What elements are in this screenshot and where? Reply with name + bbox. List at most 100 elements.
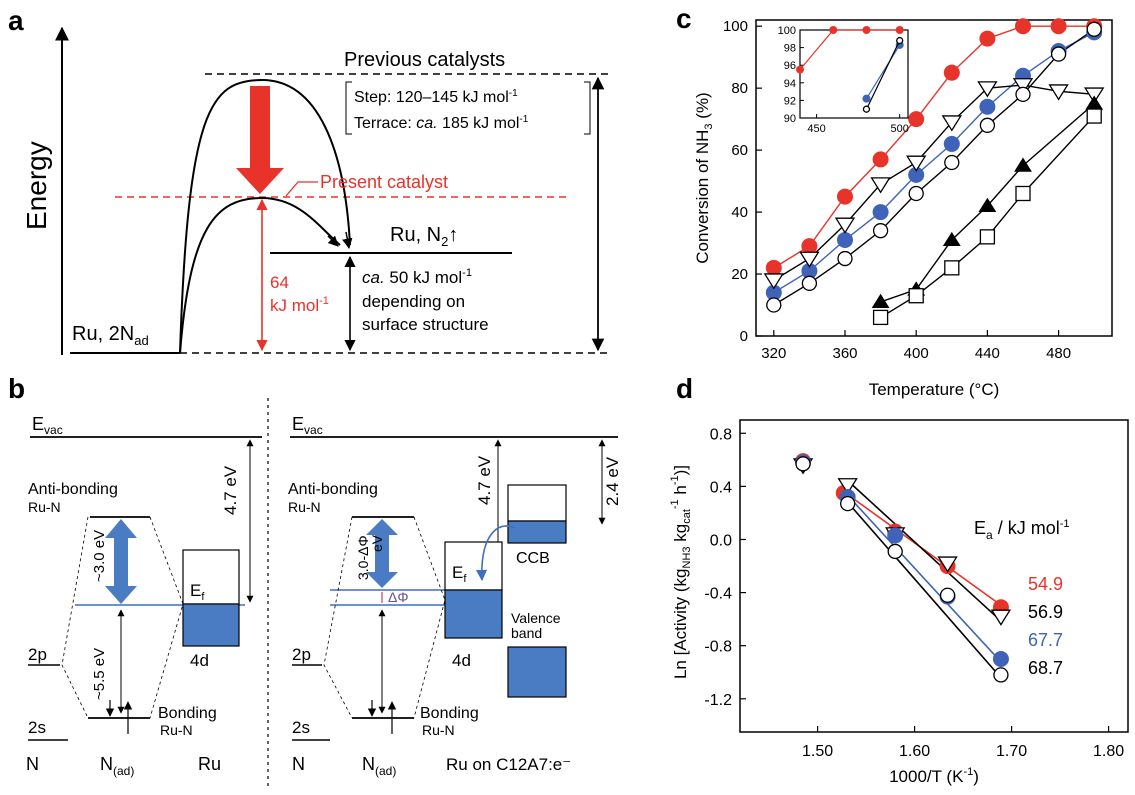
c-point-0-6 bbox=[979, 30, 996, 47]
c-xtick-label: 440 bbox=[975, 345, 1000, 362]
d-point-3-3 bbox=[939, 587, 956, 603]
inset-xtick-label: 450 bbox=[807, 123, 825, 135]
ru-n2-label: Ru, N2↑ bbox=[390, 224, 458, 249]
d-xtick-label: 1.60 bbox=[899, 743, 930, 760]
work-function-left: 4.7 eV bbox=[221, 465, 240, 515]
c-point-1-4 bbox=[908, 166, 925, 183]
d-xtick-label: 1.80 bbox=[1093, 743, 1124, 760]
desorption-line1: ca. 50 kJ mol-1 bbox=[362, 267, 472, 287]
d-fit-line-2 bbox=[846, 493, 1003, 664]
col-n-left: N bbox=[26, 754, 39, 774]
inset-ytick-label: 90 bbox=[784, 113, 796, 125]
d-point-2-4 bbox=[992, 650, 1009, 667]
legend-title: Ea / kJ mol-1 bbox=[974, 518, 1070, 542]
chart-c-ylabel: Conversion of NH3 (%) bbox=[693, 92, 715, 263]
energy-axis-label: Energy bbox=[21, 141, 52, 230]
d-ytick-label: 0.8 bbox=[710, 426, 732, 443]
chart-d-frame bbox=[739, 419, 1129, 733]
inset-series-line-2 bbox=[865, 40, 901, 110]
inset-point-0-0 bbox=[796, 65, 804, 74]
inset-frame bbox=[799, 29, 909, 119]
chart-c-frame bbox=[755, 19, 1113, 337]
d-point-3-2 bbox=[887, 543, 903, 560]
c-point-3-7 bbox=[1015, 86, 1031, 103]
panel-letter-b: b bbox=[8, 373, 25, 404]
c-point-1-6 bbox=[979, 98, 996, 115]
panel-b: b Evac 4.7 eV Anti-bonding Ru-N ~3.0 eV … bbox=[8, 373, 622, 790]
d-point-1-3 bbox=[937, 556, 958, 573]
ru-band-empty-left bbox=[182, 549, 240, 605]
desorption-line2: depending on bbox=[362, 292, 465, 311]
ru-band-filled-right bbox=[444, 589, 503, 639]
present-catalyst-label: Present catalyst bbox=[320, 172, 448, 192]
c-point-2-1 bbox=[799, 251, 820, 268]
inset-point-0-2 bbox=[862, 26, 871, 34]
d-ytick-label: -0.4 bbox=[704, 586, 732, 603]
c-point-2-4 bbox=[906, 155, 927, 172]
d-xtick-label: 1.50 bbox=[802, 743, 833, 760]
label-2s-right: 2s bbox=[292, 718, 310, 737]
d-fit-line-3 bbox=[841, 495, 1003, 680]
panel-a: a Energy 64 kJ mol-1 ca. 50 kJ mol-1 dep… bbox=[8, 5, 612, 355]
c-ytick-label: 0 bbox=[740, 328, 748, 345]
d-point-1-4 bbox=[990, 609, 1012, 626]
chart-d-ylabel: Ln [Activity (kgNH3 kgcat-1 h-1)] bbox=[669, 465, 693, 679]
c-point-2-9 bbox=[1084, 87, 1105, 104]
inset-xtick-label: 500 bbox=[891, 123, 909, 135]
c-point-1-2 bbox=[837, 231, 853, 248]
chart-c-ticks: 320 360 400 440 480 0 20 40 60 80 100 bbox=[723, 18, 1071, 362]
band-label-right: 4d bbox=[452, 651, 471, 670]
work-function-right: 4.7 eV bbox=[475, 455, 494, 505]
c-point-2-3 bbox=[870, 177, 891, 194]
barrier-value: 64 bbox=[270, 273, 289, 292]
c-point-0-2 bbox=[837, 188, 853, 205]
lower-gap-label-left: ~5.5 eV bbox=[91, 648, 108, 700]
c-point-2-5 bbox=[941, 115, 962, 132]
d-point-1-1 bbox=[837, 478, 858, 495]
gap-arrow-left bbox=[105, 519, 137, 604]
c-point-0-8 bbox=[1050, 18, 1067, 35]
d-point-2-2 bbox=[887, 527, 904, 544]
present-catalyst-leader bbox=[285, 181, 318, 197]
terrace-energy: Terrace: ca. 185 kJ mol-1 bbox=[354, 114, 529, 132]
chart-d: d 1.50 1.60 1.70 1.80-1.2-0.8-0.40.00.40.8 … bbox=[669, 373, 1129, 786]
c-point-4-5 bbox=[1085, 95, 1104, 110]
c-point-0-4 bbox=[908, 111, 925, 128]
chart-d-legend: 54.9 56.9 67.7 68.7 bbox=[1028, 574, 1063, 678]
c-point-0-0 bbox=[765, 259, 782, 276]
inset-series-line-1 bbox=[865, 44, 901, 99]
desorption-line3: surface structure bbox=[362, 315, 489, 334]
panel-letter-a: a bbox=[8, 5, 24, 36]
c-point-3-1 bbox=[801, 275, 818, 291]
inset-series-line-0 bbox=[799, 29, 900, 70]
c-point-0-3 bbox=[872, 151, 889, 168]
c-series-line-0 bbox=[773, 25, 1095, 269]
ccb-label: CCB bbox=[516, 550, 550, 567]
c-point-5-4 bbox=[1015, 185, 1031, 202]
chart-d-series bbox=[792, 453, 1012, 683]
c-point-5-2 bbox=[944, 260, 960, 276]
panel-letter-d: d bbox=[676, 373, 693, 404]
panel-letter-c: c bbox=[676, 3, 692, 34]
d-ytick-label: -0.8 bbox=[704, 639, 732, 656]
c-point-2-6 bbox=[977, 81, 998, 98]
evac-label-left: Evac bbox=[32, 414, 63, 437]
correlation-right-1 bbox=[323, 516, 353, 719]
antibonding-left-2: Ru-N bbox=[28, 499, 61, 515]
gap-arrow-right bbox=[366, 519, 398, 588]
c-xtick-label: 320 bbox=[761, 345, 786, 362]
inset-ytick-label: 92 bbox=[784, 95, 796, 107]
c-point-1-5 bbox=[943, 135, 960, 152]
d-ytick-label: -1.2 bbox=[704, 692, 732, 709]
inset-ytick-label: 100 bbox=[778, 25, 796, 37]
fermi-label-left: Ef bbox=[190, 581, 205, 603]
ccb-empty bbox=[507, 484, 567, 522]
c-point-2-0 bbox=[763, 273, 784, 290]
c-point-0-5 bbox=[943, 64, 960, 81]
c-series-line-1 bbox=[773, 31, 1095, 294]
c-point-1-1 bbox=[801, 262, 818, 279]
c-ytick-label: 100 bbox=[723, 18, 748, 35]
c-xtick-label: 360 bbox=[832, 345, 857, 362]
d-point-3-1 bbox=[840, 495, 856, 512]
